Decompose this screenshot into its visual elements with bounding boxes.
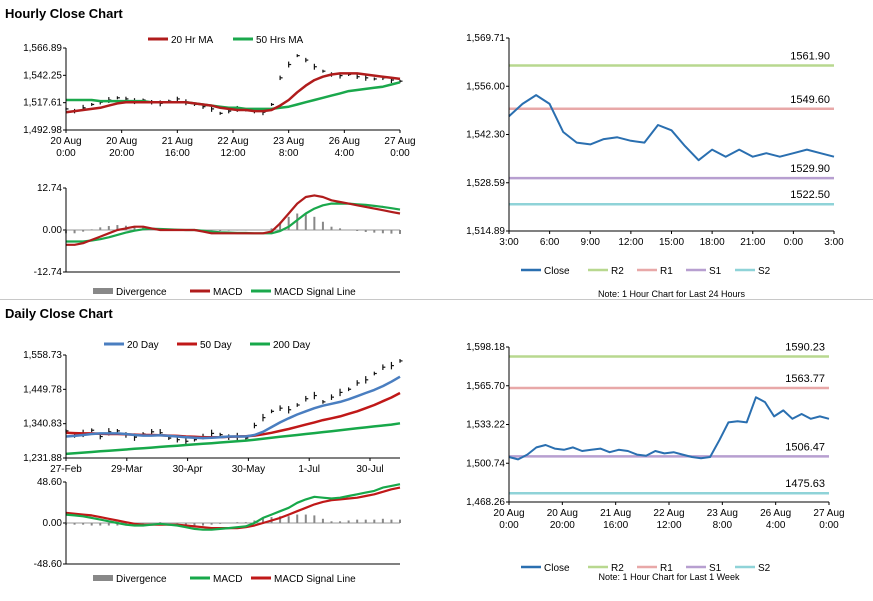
daily-price-y-tick-label: 1,449.78 xyxy=(23,384,62,395)
hourly_pivots-x-tick-label: 3:00 xyxy=(824,237,844,248)
daily_pivots-x-tick-label: 20 Aug 20:00 xyxy=(547,508,578,531)
daily-price-legend-label: 200 Day xyxy=(273,340,310,351)
daily_pivots-r2-level-label: 1590.23 xyxy=(785,341,825,353)
daily_pivots-x-tick-label: 22 Aug 12:00 xyxy=(653,508,684,531)
daily-price-x-tick-label: 30-May xyxy=(232,464,265,475)
hourly_pivots-y-tick-label: 1,514.89 xyxy=(466,226,505,237)
hourly_pivots-legend-label: Close xyxy=(544,266,570,277)
hourly-20hr-ma-line xyxy=(65,72,401,114)
daily_pivots-legend-label: R2 xyxy=(611,563,624,574)
daily_pivots-legend-label: S2 xyxy=(758,563,771,574)
daily-price-y-tick-label: 1,558.73 xyxy=(23,350,62,361)
daily-price-x-tick-label: 30-Jul xyxy=(356,464,383,475)
daily-price-x-tick-label: 29-Mar xyxy=(111,464,143,475)
hourly_pivots-x-tick-label: 12:00 xyxy=(618,237,643,248)
hourly_pivots-y-tick-label: 1,556.00 xyxy=(466,81,505,92)
daily-price-y-tick-label: 1,231.88 xyxy=(23,453,62,464)
hourly-macd-legend-label: Divergence xyxy=(116,287,167,298)
daily_pivots-s2-level-label: 1475.63 xyxy=(785,478,825,490)
hourly-price-x-tick-label: 27 Aug 0:00 xyxy=(384,136,415,159)
hourly_pivots-legend-label: R2 xyxy=(611,266,624,277)
hourly-price-x-tick-label: 23 Aug 8:00 xyxy=(273,136,304,159)
hourly-price-y-tick-label: 1,566.89 xyxy=(23,43,62,54)
daily-price-y-tick-label: 1,340.83 xyxy=(23,419,62,430)
hourly-50hr-ma-line xyxy=(66,81,401,111)
daily_pivots-s1-level-label: 1506.47 xyxy=(785,441,825,453)
hourly_pivots-s1-level-label: 1529.90 xyxy=(790,163,830,175)
hourly-macd-y-tick-label: 0.00 xyxy=(43,225,63,236)
hourly-price-x-tick-label: 20 Aug 0:00 xyxy=(50,136,81,159)
daily-macd-legend-label: MACD xyxy=(213,574,242,585)
hourly_pivots-x-tick-label: 21:00 xyxy=(740,237,765,248)
hourly-price-x-tick-label: 21 Aug 16:00 xyxy=(162,136,193,159)
hourly_pivots-y-tick-label: 1,569.71 xyxy=(466,33,505,44)
hourly-price-legend-label: 50 Hrs MA xyxy=(256,35,304,46)
hourly-price-x-tick-label: 26 Aug 4:00 xyxy=(329,136,360,159)
hourly-price-legend-label: 20 Hr MA xyxy=(171,35,214,46)
hourly_pivots-x-tick-label: 6:00 xyxy=(540,237,560,248)
hourly-macd-legend-label: MACD Signal Line xyxy=(274,287,356,298)
hourly-macd-y-tick-label: -12.74 xyxy=(34,267,63,278)
hourly-macd-y-tick-label: 12.74 xyxy=(37,183,62,194)
daily_pivots-legend-label: Close xyxy=(544,563,570,574)
hourly_pivots-x-tick-label: 3:00 xyxy=(499,237,519,248)
daily-macd-y-tick-label: 0.00 xyxy=(43,518,63,529)
hourly-price-y-tick-label: 1,517.61 xyxy=(23,98,62,109)
hourly-macd-legend-label: MACD xyxy=(213,287,242,298)
daily_pivots-x-tick-label: 23 Aug 8:00 xyxy=(707,508,738,531)
daily_pivots-y-tick-label: 1,468.26 xyxy=(466,497,505,508)
daily-200day-line xyxy=(65,422,401,456)
daily-price-x-tick-label: 27-Feb xyxy=(50,464,82,475)
hourly-section-title: Hourly Close Chart xyxy=(5,6,123,21)
hourly_pivots-legend-label: S2 xyxy=(758,266,771,277)
daily_pivots-x-tick-label: 20 Aug 0:00 xyxy=(493,508,524,531)
daily_pivots-legend-label: R1 xyxy=(660,563,673,574)
hourly_pivots-r2-level-label: 1561.90 xyxy=(790,50,830,62)
hourly_pivots-s2-level-label: 1522.50 xyxy=(790,189,830,201)
hourly_pivots-x-tick-label: 15:00 xyxy=(659,237,684,248)
hourly-macd-line xyxy=(66,194,401,246)
hourly-macd-signal-line xyxy=(66,202,401,243)
daily_pivots-y-tick-label: 1,500.74 xyxy=(466,458,505,469)
hourly-price-y-tick-label: 1,492.98 xyxy=(23,125,62,136)
daily_pivots-x-tick-label: 27 Aug 0:00 xyxy=(813,508,844,531)
hourly_pivots-r1-level-label: 1549.60 xyxy=(790,94,830,106)
hourly_pivots-legend-label: S1 xyxy=(709,266,722,277)
daily-macd-y-tick-label: 48.60 xyxy=(37,477,62,488)
daily-price-legend-label: 20 Day xyxy=(127,340,159,351)
hourly_pivots-close-line xyxy=(508,94,835,162)
hourly_pivots-note: Note: 1 Hour Chart for Last 24 Hours xyxy=(598,289,746,299)
daily-macd-legend-label: MACD Signal Line xyxy=(274,574,356,585)
hourly_pivots-x-tick-label: 9:00 xyxy=(581,237,601,248)
daily-macd-legend-label: Divergence xyxy=(116,574,167,585)
daily_pivots-y-tick-label: 1,598.18 xyxy=(466,342,505,353)
daily-macd-line xyxy=(65,483,401,531)
section-divider xyxy=(0,299,873,300)
daily_pivots-y-tick-label: 1,565.70 xyxy=(466,381,505,392)
hourly-price-y-tick-label: 1,542.25 xyxy=(23,70,62,81)
daily-macd-y-tick-label: -48.60 xyxy=(34,559,63,570)
daily-price-legend-label: 50 Day xyxy=(200,340,232,351)
hourly_pivots-y-tick-label: 1,542.30 xyxy=(466,130,505,141)
daily_pivots-note: Note: 1 Hour Chart for Last 1 Week xyxy=(599,572,740,582)
hourly_pivots-y-tick-label: 1,528.59 xyxy=(466,178,505,189)
hourly_pivots-legend-label: R1 xyxy=(660,266,673,277)
daily_pivots-r1-level-label: 1563.77 xyxy=(785,373,825,385)
daily_pivots-y-tick-label: 1,533.22 xyxy=(466,420,505,431)
daily-section-title: Daily Close Chart xyxy=(5,306,113,321)
daily-price-x-tick-label: 1-Jul xyxy=(298,464,320,475)
hourly_pivots-x-tick-label: 18:00 xyxy=(700,237,725,248)
daily_pivots-x-tick-label: 21 Aug 16:00 xyxy=(600,508,631,531)
daily_pivots-x-tick-label: 26 Aug 4:00 xyxy=(760,508,791,531)
hourly-price-x-tick-label: 22 Aug 12:00 xyxy=(217,136,248,159)
daily-20day-line xyxy=(65,375,401,440)
hourly_pivots-x-tick-label: 0:00 xyxy=(784,237,804,248)
daily_pivots-legend-label: S1 xyxy=(709,563,722,574)
hourly-price-x-tick-label: 20 Aug 20:00 xyxy=(106,136,137,159)
daily-price-x-tick-label: 30-Apr xyxy=(173,464,204,475)
daily_pivots-close-line xyxy=(508,396,830,461)
